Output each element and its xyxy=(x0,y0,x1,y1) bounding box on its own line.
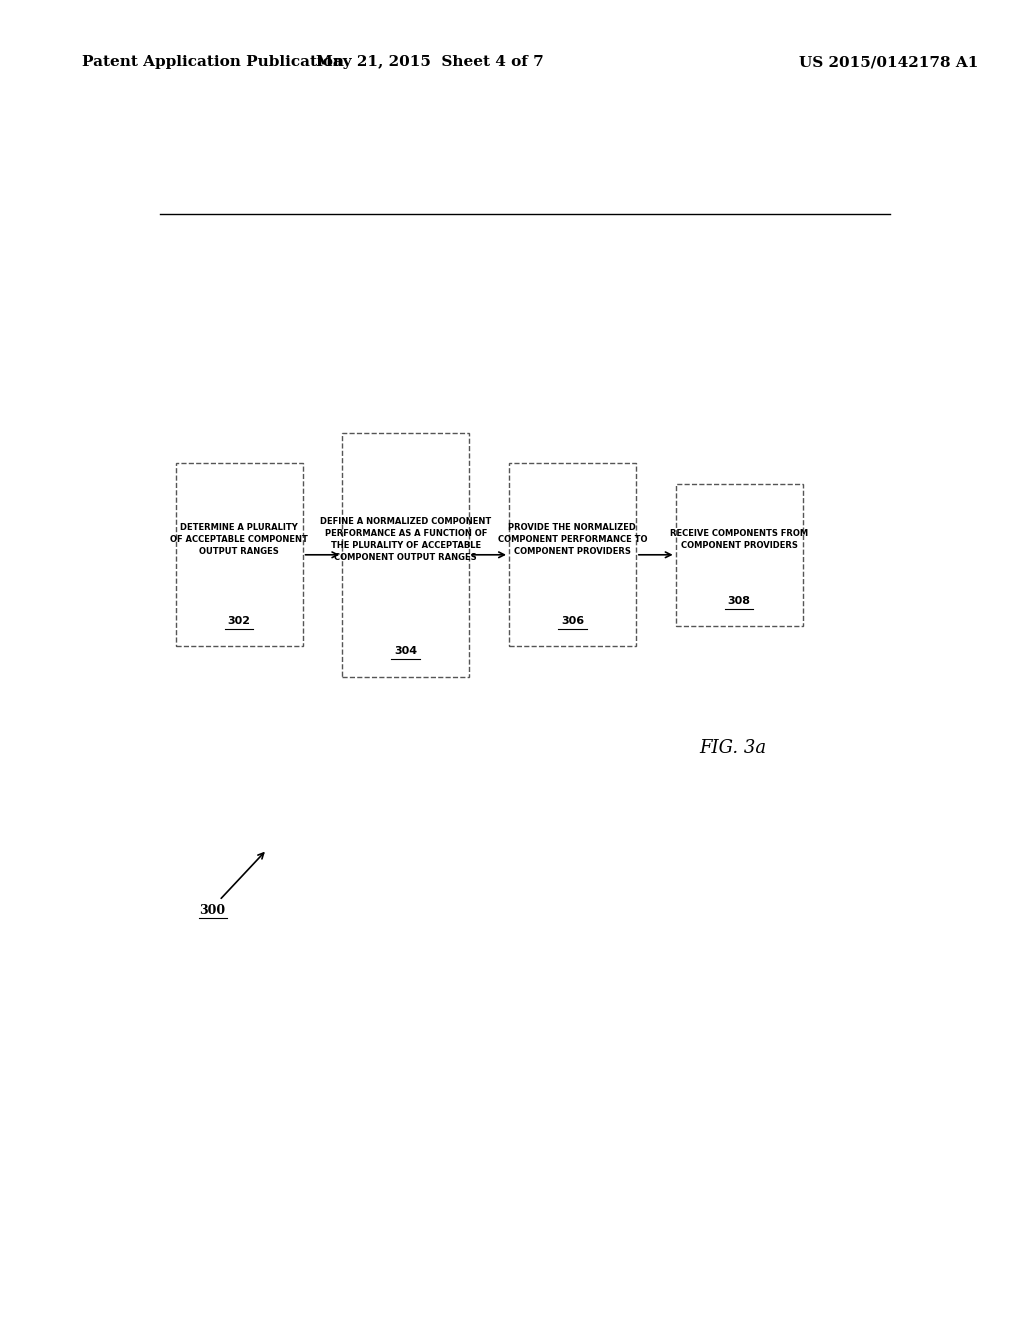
FancyBboxPatch shape xyxy=(509,463,636,647)
Text: DEFINE A NORMALIZED COMPONENT
PERFORMANCE AS A FUNCTION OF
THE PLURALITY OF ACCE: DEFINE A NORMALIZED COMPONENT PERFORMANC… xyxy=(321,517,492,562)
Text: 304: 304 xyxy=(394,647,418,656)
Text: PROVIDE THE NORMALIZED
COMPONENT PERFORMANCE TO
COMPONENT PROVIDERS: PROVIDE THE NORMALIZED COMPONENT PERFORM… xyxy=(498,523,647,556)
FancyBboxPatch shape xyxy=(676,483,803,626)
Text: RECEIVE COMPONENTS FROM
COMPONENT PROVIDERS: RECEIVE COMPONENTS FROM COMPONENT PROVID… xyxy=(670,529,808,550)
Text: US 2015/0142178 A1: US 2015/0142178 A1 xyxy=(799,55,978,70)
Text: DETERMINE A PLURALITY
OF ACCEPTABLE COMPONENT
OUTPUT RANGES: DETERMINE A PLURALITY OF ACCEPTABLE COMP… xyxy=(170,523,308,556)
Text: 306: 306 xyxy=(561,616,584,626)
FancyBboxPatch shape xyxy=(176,463,303,647)
Text: 308: 308 xyxy=(728,595,751,606)
Text: FIG. 3a: FIG. 3a xyxy=(699,739,767,756)
Text: Patent Application Publication: Patent Application Publication xyxy=(82,55,344,70)
FancyBboxPatch shape xyxy=(342,433,469,677)
Text: 300: 300 xyxy=(200,904,225,917)
Text: May 21, 2015  Sheet 4 of 7: May 21, 2015 Sheet 4 of 7 xyxy=(316,55,544,70)
Text: 302: 302 xyxy=(227,616,251,626)
